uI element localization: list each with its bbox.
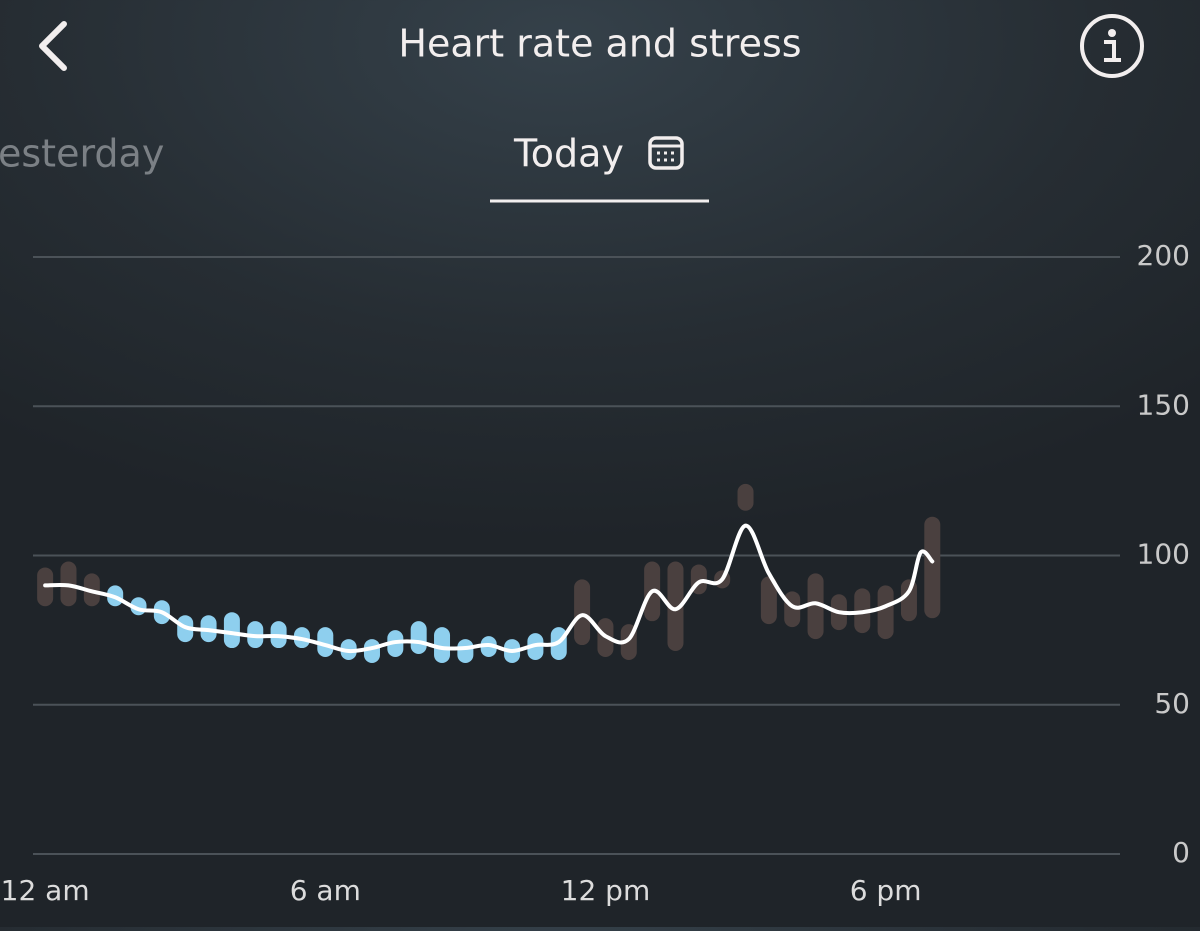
x-tick-label: 12 pm [561, 874, 651, 907]
y-tick-label: 0 [1172, 836, 1190, 869]
info-dot [1108, 29, 1116, 37]
stress-bar [877, 585, 894, 640]
y-tick-label: 50 [1154, 687, 1190, 720]
y-tick-label: 100 [1137, 538, 1190, 571]
back-button[interactable] [39, 21, 67, 71]
stress-bar [410, 621, 427, 655]
info-stem [1104, 40, 1121, 62]
stress-bar [223, 612, 240, 649]
y-tick-label: 150 [1137, 388, 1190, 421]
page-title: Heart rate and stress [398, 22, 801, 66]
calendar-icon[interactable] [648, 136, 684, 170]
x-tick-label: 6 pm [850, 874, 922, 907]
chart: 0 50 100 150 200 12 am 6 am 12 pm 6 pm [1, 239, 1190, 907]
stress-bar [807, 573, 824, 640]
calendar-frame [648, 136, 684, 170]
calendar-days [657, 151, 674, 162]
info-button[interactable] [1080, 14, 1144, 78]
y-tick-label: 200 [1137, 239, 1190, 272]
stress-bar [924, 516, 941, 619]
heart-rate-line [43, 523, 935, 654]
x-tick-label: 12 am [1, 874, 90, 907]
stress-bar [574, 579, 591, 646]
stress-bar [457, 639, 474, 663]
stress-bar [667, 561, 684, 652]
x-tick-label: 6 am [290, 874, 361, 907]
stress-bar [900, 579, 917, 622]
stress-bar [737, 483, 754, 511]
tab-yesterday[interactable]: esterday [0, 132, 164, 176]
stress-bar [760, 576, 777, 625]
stress-bar [434, 627, 451, 663]
info-icon [1080, 14, 1144, 78]
tab-today[interactable]: Today [513, 132, 624, 176]
stress-bar [317, 627, 334, 657]
